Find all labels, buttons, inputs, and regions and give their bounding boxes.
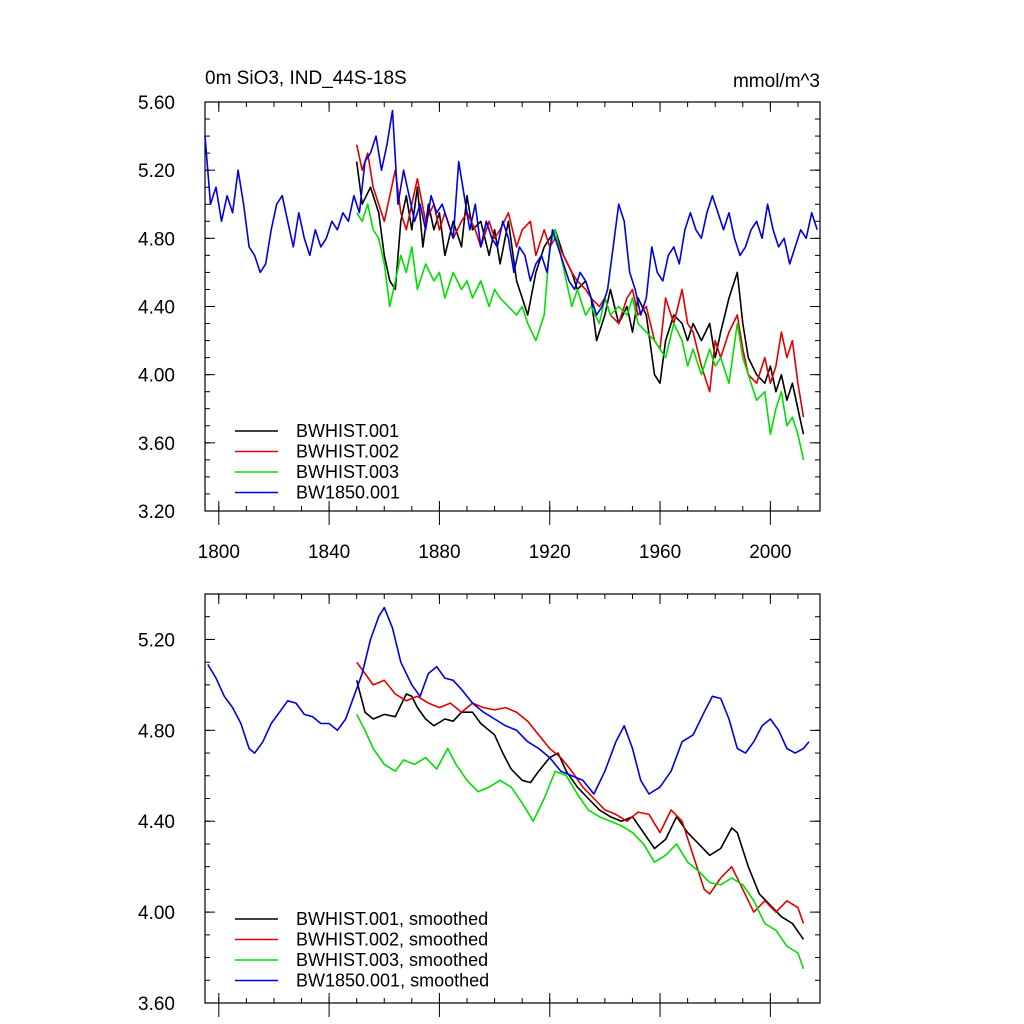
legend-label: BWHIST.003 — [296, 462, 399, 482]
legend-label: BWHIST.002 — [296, 442, 399, 462]
y-tick-label: 5.60 — [138, 93, 175, 114]
x-tick-label: 1840 — [308, 542, 350, 563]
chart-bottom: 3.60 4.00 4.40 4.80 5.20 BWHIST.001, smoothe… — [138, 593, 821, 1017]
y-tick-label: 4.00 — [138, 903, 175, 924]
series-line-bwhist-002 — [355, 144, 805, 418]
y-tick-label: 4.80 — [138, 229, 175, 250]
x-tick-label: 1880 — [418, 542, 460, 563]
y-tick-label: 5.20 — [138, 630, 175, 651]
x-tick-label: 1920 — [529, 542, 571, 563]
x-tick-label: 1960 — [639, 542, 681, 563]
y-tick-label: 4.40 — [138, 812, 175, 833]
legend-label: BWHIST.001, smoothed — [296, 909, 488, 929]
legend-label: BWHIST.001 — [296, 421, 399, 441]
y-tick-label: 3.60 — [138, 434, 175, 455]
units-label: mmol/m^3 — [733, 71, 820, 92]
legend-label: BW1850.001 — [296, 483, 400, 503]
x-tick-label: 2000 — [749, 542, 791, 563]
y-tick-label: 4.40 — [138, 298, 175, 319]
series-line-bwhist-001-smoothed — [355, 680, 805, 940]
y-tick-label: 4.80 — [138, 721, 175, 742]
series-line-bwhist-003 — [356, 203, 805, 461]
x-tick-label: 1800 — [198, 542, 240, 563]
series-line-bwhist-002-smoothed — [356, 661, 805, 924]
y-tick-label: 5.20 — [138, 161, 175, 182]
series-line-bwhist-003-smoothed — [355, 714, 805, 970]
legend-label: BWHIST.002, smoothed — [296, 930, 488, 950]
chart-top: 0m SiO3, IND_44S-18S mmol/m^3 3.20 3.60 4.… — [138, 68, 821, 563]
legend-label: BW1850.001, smoothed — [296, 971, 489, 991]
y-tick-label: 3.20 — [138, 502, 175, 523]
y-tick-label: 4.00 — [138, 366, 175, 387]
series-line-bw1850-001 — [204, 109, 818, 316]
series-line-bw1850-001-smoothed — [207, 606, 810, 795]
y-tick-label: 3.60 — [138, 994, 175, 1015]
legend-label: BWHIST.003, smoothed — [296, 950, 488, 970]
chart-title: 0m SiO3, IND_44S-18S — [205, 68, 407, 89]
